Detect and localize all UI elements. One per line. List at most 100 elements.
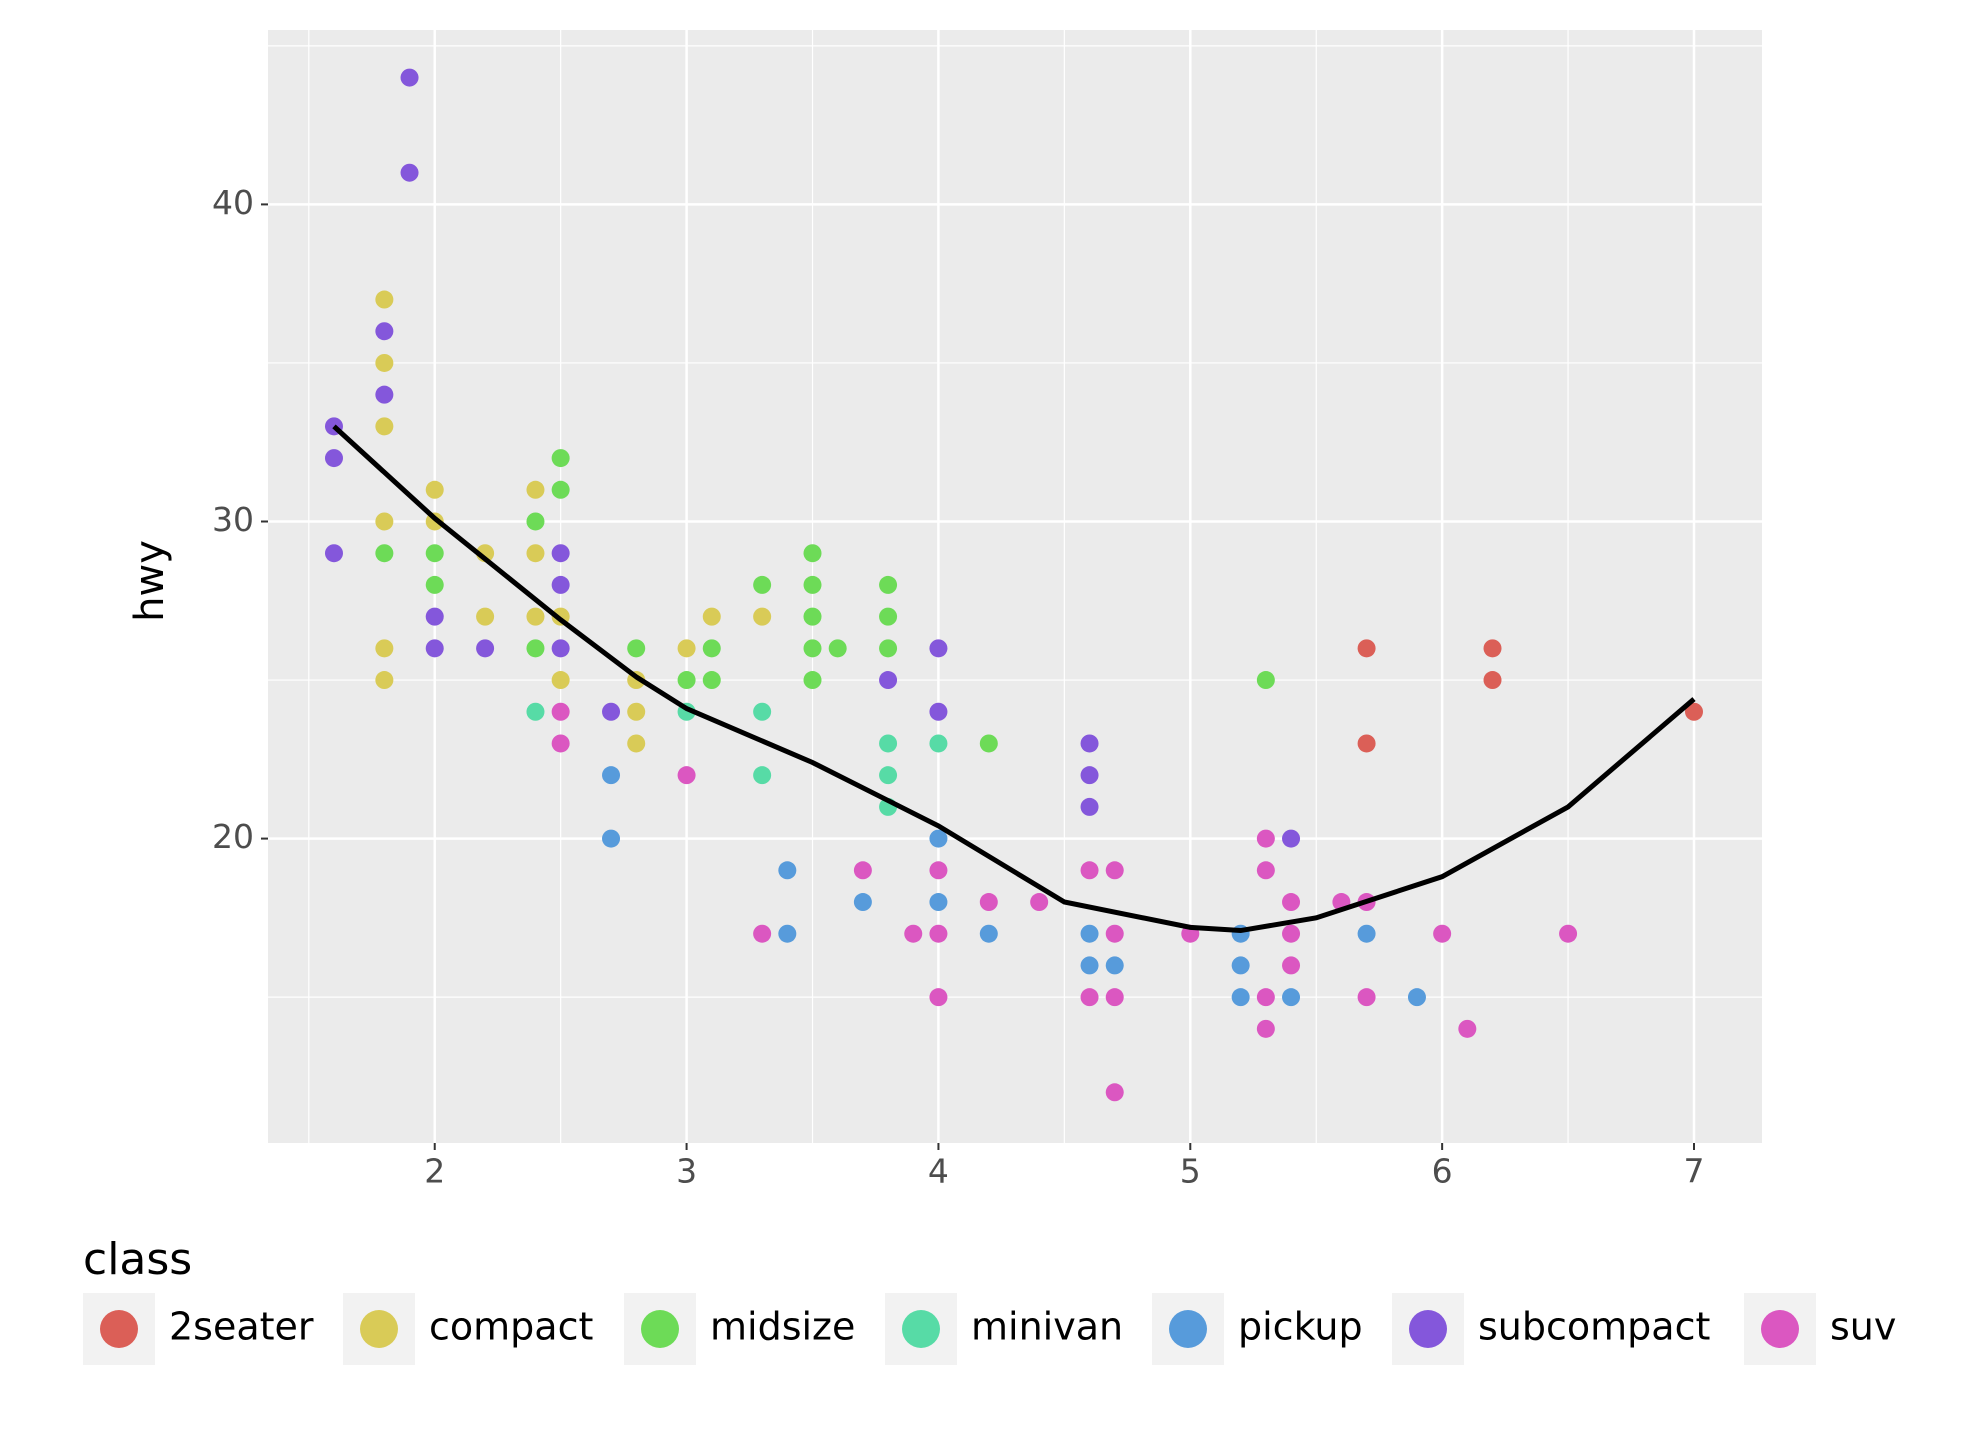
point (803, 575, 822, 594)
point (979, 734, 998, 753)
point (1433, 924, 1452, 943)
point (929, 702, 948, 721)
smooth-line (332, 424, 1696, 934)
point (929, 639, 948, 658)
point (879, 607, 898, 626)
point (879, 575, 898, 594)
point (1483, 639, 1502, 658)
point (1105, 956, 1124, 975)
point (375, 322, 394, 341)
point (526, 639, 545, 658)
point (1256, 988, 1275, 1007)
legend-marker (1409, 1310, 1447, 1348)
point (1080, 924, 1099, 943)
point (1231, 988, 1250, 1007)
legend-marker (1169, 1310, 1207, 1348)
point (1357, 639, 1376, 658)
point (879, 734, 898, 753)
point (929, 924, 948, 943)
point (753, 607, 772, 626)
point (677, 639, 696, 658)
point (853, 893, 872, 912)
legend-marker (360, 1310, 398, 1348)
point (425, 607, 444, 626)
point (551, 575, 570, 594)
point (677, 671, 696, 690)
point (375, 544, 394, 563)
point (1357, 988, 1376, 1007)
point (803, 544, 822, 563)
point (929, 893, 948, 912)
point (375, 385, 394, 404)
point (1559, 924, 1578, 943)
point (1282, 924, 1301, 943)
point (1483, 671, 1502, 690)
point (1080, 766, 1099, 785)
point (1407, 988, 1426, 1007)
point (904, 924, 923, 943)
point (425, 544, 444, 563)
legend-marker (902, 1310, 940, 1348)
point (778, 924, 797, 943)
x-tick-label: 5 (1180, 1152, 1201, 1191)
point (425, 480, 444, 499)
point (1080, 988, 1099, 1007)
point (702, 607, 721, 626)
point (1256, 829, 1275, 848)
point (929, 734, 948, 753)
point (551, 639, 570, 658)
point (375, 353, 394, 372)
legend-label: midsize (710, 1305, 855, 1349)
x-tick-label: 3 (676, 1152, 697, 1191)
legend-label: minivan (971, 1305, 1123, 1349)
point (1256, 671, 1275, 690)
point (526, 544, 545, 563)
point (929, 829, 948, 848)
point (1030, 893, 1049, 912)
point (929, 861, 948, 880)
point (627, 734, 646, 753)
legend-label: compact (429, 1305, 593, 1349)
point (979, 893, 998, 912)
point (803, 639, 822, 658)
legend-title: class (83, 1234, 192, 1285)
point (1105, 1083, 1124, 1102)
point (1282, 829, 1301, 848)
point (602, 829, 621, 848)
point (324, 544, 343, 563)
point (375, 417, 394, 436)
point (476, 607, 495, 626)
point (627, 702, 646, 721)
point (602, 702, 621, 721)
point (677, 766, 696, 785)
point (1282, 893, 1301, 912)
point (425, 639, 444, 658)
point (1080, 797, 1099, 816)
y-tick-label: 20 (212, 817, 254, 856)
point (828, 639, 847, 658)
point (375, 512, 394, 531)
y-tick-label: 40 (212, 183, 254, 222)
point (1684, 702, 1703, 721)
point (753, 766, 772, 785)
x-tick-label: 2 (424, 1152, 445, 1191)
point (702, 639, 721, 658)
point (1458, 1019, 1477, 1038)
point (375, 639, 394, 658)
legend-marker (641, 1310, 679, 1348)
point (879, 671, 898, 690)
legend-marker (1761, 1310, 1799, 1348)
point (1231, 956, 1250, 975)
point (627, 639, 646, 658)
panel-background (268, 30, 1762, 1143)
legend-marker (100, 1310, 138, 1348)
point (1080, 956, 1099, 975)
point (1080, 861, 1099, 880)
point (551, 671, 570, 690)
point (551, 702, 570, 721)
legend-label: suv (1830, 1305, 1896, 1349)
point (602, 766, 621, 785)
point (853, 861, 872, 880)
point (1357, 734, 1376, 753)
